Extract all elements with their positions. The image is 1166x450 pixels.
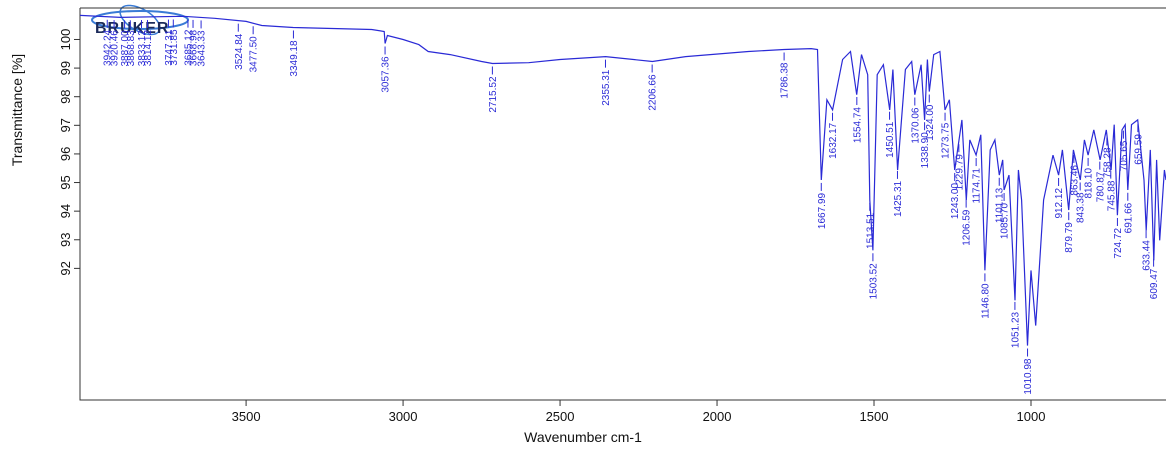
peak-label: 863.46 [1069, 165, 1080, 196]
x-tick-label: 1000 [1017, 409, 1046, 424]
peak-label: 912.12 [1054, 188, 1065, 219]
peak-label: 780.87 [1095, 171, 1106, 202]
peak-label: 1513.51 [865, 212, 876, 249]
x-tick-label: 2500 [546, 409, 575, 424]
peak-label: 1425.31 [893, 180, 904, 217]
peak-label: 1667.99 [817, 192, 828, 229]
peak-label: 818.10 [1084, 168, 1095, 199]
peak-label: 1229.79 [954, 154, 965, 191]
plot-frame [79, 7, 1166, 401]
peak-label: 609.47 [1149, 268, 1160, 299]
peak-label: 691.66 [1123, 202, 1134, 233]
peak-label: 3887.00 [120, 30, 131, 67]
peak-label: 2355.31 [601, 69, 612, 106]
y-tick-label: 98 [58, 89, 73, 103]
peak-label: 1338.90 [920, 132, 931, 169]
y-tick-label: 96 [58, 147, 73, 161]
peak-label: 3668.98 [189, 29, 200, 66]
y-tick-label: 100 [58, 29, 73, 51]
peak-label: 3747.31 [164, 29, 175, 66]
y-tick-label: 92 [58, 261, 73, 275]
peak-label: 3685.12 [183, 29, 194, 66]
peak-label: 758.28 [1102, 147, 1113, 178]
x-tick-label: 3500 [232, 409, 261, 424]
peak-label: 1324.00 [925, 104, 936, 141]
spectrum-line [80, 14, 1166, 346]
x-axis-label: Wavenumber cm-1 [524, 429, 642, 445]
peak-label: 1503.52 [868, 263, 879, 300]
y-tick-label: 99 [58, 61, 73, 75]
peak-label: 3057.36 [381, 56, 392, 93]
peak-label: 3524.84 [234, 33, 245, 70]
peak-label: 1243.00 [950, 183, 961, 220]
peak-label: 1370.06 [910, 107, 921, 144]
peak-label: 3731.85 [169, 29, 180, 66]
peak-label: 1206.59 [962, 209, 973, 246]
x-tick-label: 3000 [389, 409, 418, 424]
logo-swirl [119, 4, 161, 36]
x-tick-label: 2000 [703, 409, 732, 424]
peak-label: 1085.70 [1000, 203, 1011, 240]
y-tick-label: 97 [58, 118, 73, 132]
peak-label: 3814.12 [143, 30, 154, 67]
peak-label: 2715.52 [488, 76, 499, 113]
peak-label: 633.44 [1142, 240, 1153, 271]
peak-label: 1554.74 [852, 107, 863, 144]
peak-label: 3920.46 [110, 30, 121, 67]
peak-label: 3477.50 [249, 36, 260, 73]
peak-label: 879.79 [1064, 222, 1075, 253]
peak-label: 1273.75 [941, 122, 952, 159]
peak-label: 2206.66 [648, 74, 659, 111]
logo-text: BRUKER [95, 20, 169, 37]
peak-label: 3643.33 [197, 30, 208, 67]
peak-label: 3833.12 [137, 30, 148, 67]
y-axis-label: Transmittance [%] [9, 54, 25, 166]
peak-label: 3349.18 [289, 40, 300, 77]
x-tick-label: 1500 [860, 409, 889, 424]
y-tick-label: 94 [58, 204, 73, 218]
peak-label: 1146.80 [980, 283, 991, 319]
peak-label: 1786.38 [780, 62, 791, 99]
y-tick-label: 95 [58, 175, 73, 189]
peak-label: 1051.23 [1010, 311, 1021, 348]
peak-label: 724.72 [1113, 228, 1124, 259]
peak-label: 745.88 [1106, 180, 1117, 211]
peak-label: 659.59 [1133, 134, 1144, 165]
peak-label: 1101.13 [995, 187, 1006, 223]
peak-label: 705.65 [1119, 140, 1130, 171]
peak-label: 1010.98 [1023, 358, 1034, 395]
peak-label: 3868.83 [126, 30, 137, 67]
peak-label: 843.38 [1076, 192, 1087, 223]
y-tick-label: 93 [58, 233, 73, 247]
peak-label: 1450.51 [885, 121, 896, 158]
peak-label: 3942.24 [103, 29, 114, 66]
peak-label: 1632.17 [828, 122, 839, 159]
peak-label: 1174.71 [972, 168, 983, 204]
